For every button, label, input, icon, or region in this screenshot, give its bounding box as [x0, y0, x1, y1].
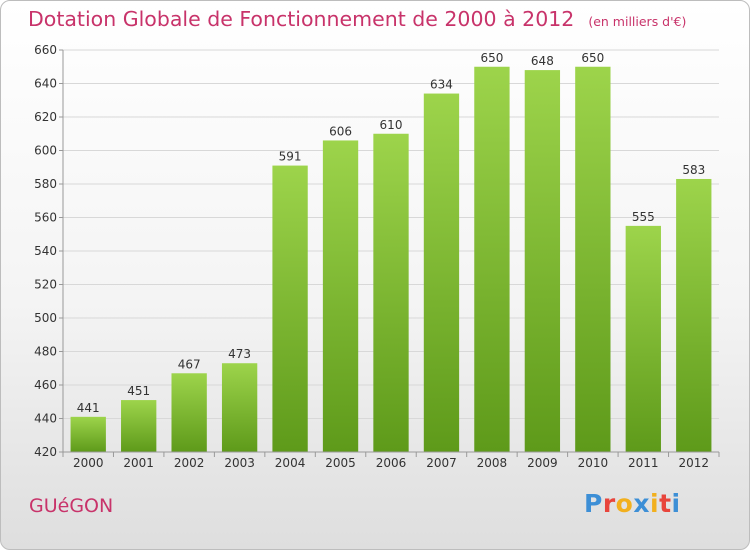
bar-value-label: 441 — [77, 401, 100, 415]
x-tick-label: 2001 — [123, 456, 154, 470]
chart-unit: (en milliers d'€) — [588, 14, 687, 29]
bar — [524, 70, 561, 452]
x-tick-label: 2006 — [376, 456, 407, 470]
bar — [575, 66, 611, 452]
bar-value-label: 606 — [329, 124, 352, 138]
logo-letter: x — [633, 489, 650, 518]
logo-letter: o — [615, 489, 634, 518]
commune-name: GUéGON — [29, 495, 114, 517]
bar — [322, 140, 359, 452]
y-tick-label: 620 — [34, 110, 57, 124]
bar-value-label: 648 — [531, 54, 554, 68]
proxiti-logo: Proxiti — [584, 489, 681, 518]
y-tick-label: 520 — [34, 278, 57, 292]
bar-value-label: 650 — [581, 51, 604, 65]
bar-value-label: 583 — [682, 163, 705, 177]
y-tick-label: 460 — [34, 378, 57, 392]
bar — [221, 363, 258, 452]
logo-letter: t — [659, 489, 672, 518]
bar — [423, 93, 460, 453]
y-tick-label: 640 — [34, 77, 57, 91]
logo-letter: i — [650, 489, 660, 518]
bar — [474, 66, 510, 452]
logo-letter: P — [584, 489, 603, 518]
x-tick-label: 2012 — [678, 456, 709, 470]
logo-letter: r — [602, 489, 616, 518]
bar-value-label: 650 — [480, 51, 503, 65]
x-tick-label: 2010 — [578, 456, 609, 470]
bar — [272, 165, 308, 452]
x-tick-label: 2002 — [174, 456, 205, 470]
bar — [171, 373, 207, 452]
x-tick-label: 2003 — [224, 456, 255, 470]
y-tick-label: 420 — [34, 445, 57, 459]
x-tick-label: 2005 — [325, 456, 356, 470]
y-tick-label: 440 — [34, 412, 57, 426]
bar — [676, 178, 712, 452]
bar — [625, 225, 661, 452]
bar — [70, 416, 106, 452]
bar-value-label: 591 — [279, 150, 302, 164]
y-tick-label: 600 — [34, 144, 57, 158]
x-tick-label: 2000 — [73, 456, 104, 470]
x-tick-label: 2011 — [628, 456, 659, 470]
bar-value-label: 451 — [127, 384, 150, 398]
x-tick-label: 2009 — [527, 456, 558, 470]
y-tick-label: 560 — [34, 211, 57, 225]
x-tick-label: 2004 — [275, 456, 306, 470]
y-tick-label: 540 — [34, 244, 57, 258]
chart-title: Dotation Globale de Fonctionnement de 20… — [28, 7, 686, 31]
x-tick-label: 2008 — [477, 456, 508, 470]
y-tick-label: 500 — [34, 311, 57, 325]
bar-value-label: 634 — [430, 78, 453, 92]
bar-value-label: 555 — [632, 210, 655, 224]
bar — [121, 400, 157, 452]
y-tick-label: 480 — [34, 345, 57, 359]
y-tick-label: 660 — [34, 43, 57, 57]
chart-title-text: Dotation Globale de Fonctionnement de 20… — [28, 7, 575, 31]
bar-value-label: 467 — [178, 357, 201, 371]
bar-value-label: 473 — [228, 347, 251, 361]
bar — [373, 133, 409, 452]
logo-letter: i — [671, 489, 681, 518]
x-tick-label: 2007 — [426, 456, 457, 470]
bar-value-label: 610 — [380, 118, 403, 132]
y-tick-label: 580 — [34, 177, 57, 191]
